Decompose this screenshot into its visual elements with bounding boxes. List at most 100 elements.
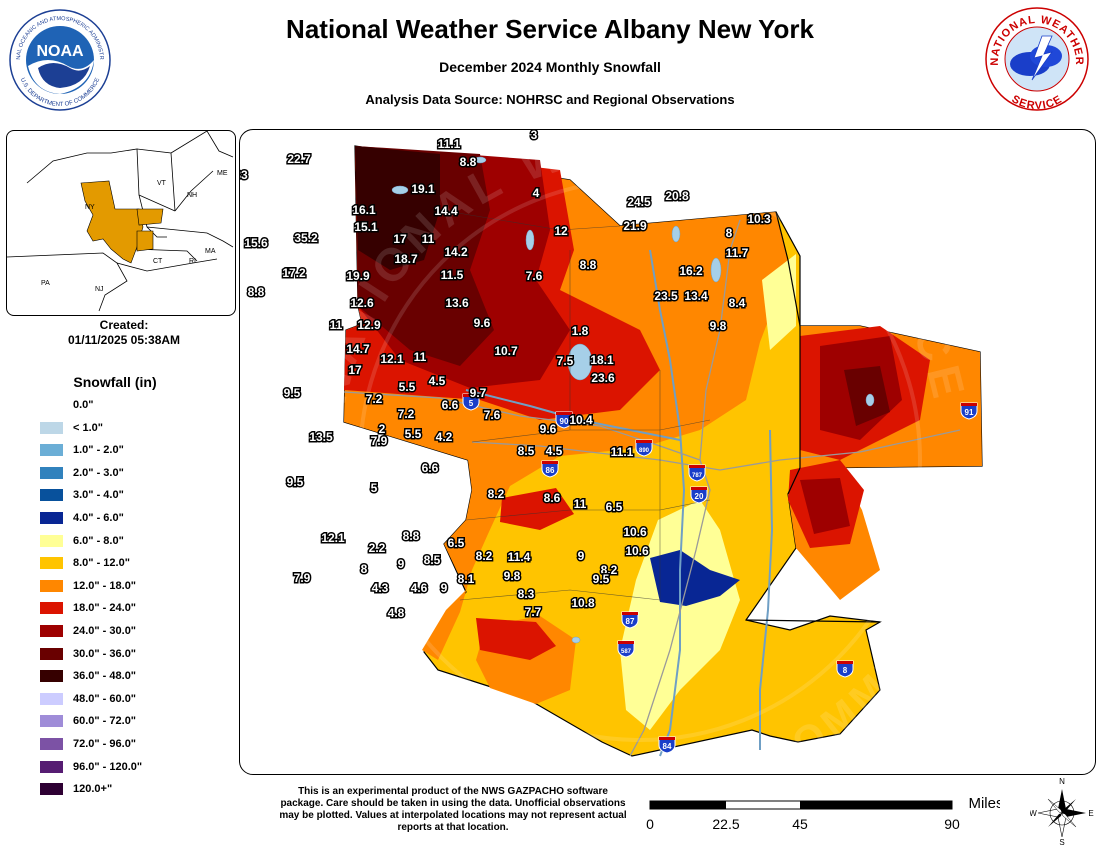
snowfall-observation-label: 21.9: [623, 219, 647, 233]
inset-locator-map: VT NH ME NY MA CT RI PA NJ: [6, 130, 236, 316]
snowfall-observation-label: 4.5: [546, 444, 563, 458]
snowfall-observation-label: 11.7: [726, 246, 749, 260]
interstate-shield-number: 84: [663, 742, 672, 751]
snowfall-observation-label: 8.5: [424, 553, 441, 567]
map-region-24-30-mid: [800, 478, 850, 534]
snowfall-observation-label: 6.5: [606, 500, 623, 514]
legend-swatch: [40, 760, 63, 773]
legend-swatch: [40, 466, 63, 479]
snowfall-observation-label: 24.5: [627, 195, 651, 209]
legend-label: 18.0" - 24.0": [73, 602, 137, 615]
snowfall-observation-label: 7.7: [525, 605, 542, 619]
snowfall-observation-label: 13.6: [445, 296, 469, 310]
snowfall-observation-label: 18.1: [590, 353, 614, 367]
snowfall-observation-label: 8.5: [518, 444, 535, 458]
snowfall-observation-label: 11: [574, 497, 587, 511]
map-region-18-24-sw: [476, 618, 556, 660]
legend-item: 48.0" - 60.0": [40, 690, 136, 708]
legend-label: 36.0" - 48.0": [73, 670, 137, 683]
legend-label: 2.0" - 3.0": [73, 466, 124, 479]
legend-label: 12.0" - 18.0": [73, 579, 137, 592]
snowfall-observation-label: 17: [348, 363, 362, 377]
snowfall-observation-label: 4: [533, 186, 540, 200]
map-title: National Weather Service Albany New York: [286, 14, 814, 44]
snowfall-observation-label: 12.9: [357, 318, 381, 332]
legend-item: 2.0" - 3.0": [40, 464, 124, 482]
scale-bar: 0 22.5 45 90 Miles: [646, 795, 1000, 832]
snowfall-observation-label: 14.7: [346, 342, 370, 356]
snowfall-observation-label: 9.5: [593, 572, 610, 586]
snowfall-observation-label: 12.1: [380, 352, 404, 366]
legend-item: 72.0" - 96.0": [40, 735, 136, 753]
snowfall-observation-label: 13.4: [684, 289, 708, 303]
snowfall-observation-label: 14.2: [444, 245, 468, 259]
map-region-36-48: [355, 146, 440, 270]
snowfall-observation-label: 8.2: [476, 549, 493, 563]
snowfall-observation-label: 8.6: [544, 491, 561, 505]
svg-text:SERVICE: SERVICE: [1010, 93, 1065, 112]
interstate-shield-icon: 90: [555, 411, 573, 429]
snowfall-observation-label: 23.5: [654, 289, 678, 303]
snowfall-observation-label: 2.2: [369, 541, 386, 555]
noaa-logo-text: NOAA: [36, 43, 84, 60]
legend-label: 96.0" - 120.0": [73, 760, 143, 773]
compass-w: W: [1030, 809, 1037, 818]
legend-swatch: [40, 647, 63, 660]
snowfall-observation-label: 9: [398, 557, 405, 571]
interstate-shield-icon: 20: [690, 486, 708, 504]
inset-label-ct: CT: [153, 258, 163, 265]
snowfall-observation-label: 9.7: [470, 386, 487, 400]
legend-item: 1.0" - 2.0": [40, 441, 124, 459]
snowfall-observation-label: 13.5: [309, 430, 333, 444]
interstate-shield-icon: 587: [617, 640, 635, 658]
legend-item: 96.0" - 120.0": [40, 758, 142, 776]
legend-label: 72.0" - 96.0": [73, 738, 137, 750]
interstate-shield-number: 890: [639, 448, 650, 454]
snowfall-observation-label: 7.2: [366, 392, 383, 406]
legend-item: 12.0" - 18.0": [40, 577, 136, 595]
interstate-shield-number: 91: [965, 408, 974, 417]
snowfall-observation-label: 8.8: [460, 155, 477, 169]
legend-label: 60.0" - 72.0": [73, 715, 137, 728]
legend-swatch: [40, 399, 63, 411]
legend-swatch: [40, 489, 63, 502]
snowfall-observation-label: 9.8: [710, 319, 727, 333]
snowfall-observation-label: 10.6: [623, 525, 647, 539]
legend-label: 8.0" - 12.0": [73, 557, 130, 570]
snowfall-observation-label: 11: [422, 232, 435, 246]
snowfall-observation-label: 7.5: [557, 354, 574, 368]
legend-label: 48.0" - 60.0": [73, 692, 137, 705]
map-region-4-6: [650, 550, 740, 606]
interstate-shield-icon: 5: [462, 393, 480, 411]
nws-ring-bottom-text: SERVICE: [1010, 93, 1064, 112]
snowfall-observation-label: 11: [330, 318, 343, 332]
snowfall-observation-label: 4.6: [411, 581, 428, 595]
snowfall-observation-label: 9: [578, 549, 585, 563]
scale-tick-45: 45: [792, 816, 808, 832]
inset-label-nh: NH: [187, 192, 197, 199]
snowfall-observation-label: 11: [414, 350, 427, 364]
interstate-shield-icon: 84: [658, 736, 676, 754]
legend-swatch: [40, 512, 63, 524]
snowfall-observation-label: 8: [361, 562, 368, 576]
legend-item: 24.0" - 30.0": [40, 622, 136, 640]
snowfall-observation-label: 14.4: [434, 204, 458, 218]
interstate-shield-number: 20: [695, 492, 704, 501]
legend-swatch: [40, 602, 63, 615]
legend-label: 1.0" - 2.0": [73, 444, 124, 457]
noaa-logo: NOAA NATIONAL OCEANIC AND ATMOSPHERIC AD…: [8, 8, 111, 111]
interstate-shield-icon: 8: [836, 660, 854, 678]
snowfall-observation-label: 8.3: [518, 587, 535, 601]
snowfall-observation-label: 16.2: [679, 264, 703, 278]
created-stamp: Created: 01/11/2025 05:38AM: [6, 318, 242, 348]
legend-label: 30.0" - 36.0": [73, 647, 137, 660]
snowfall-observation-label: 7.2: [398, 407, 415, 421]
snowfall-observation-label: 10.4: [569, 413, 593, 427]
legend-item: 3.0" - 4.0": [40, 486, 124, 504]
snowfall-observation-label: 8.4: [729, 296, 746, 310]
legend-item: 36.0" - 48.0": [40, 667, 136, 685]
interstate-shield-number: 5: [469, 399, 474, 408]
snowfall-observation-label: 19.1: [411, 182, 435, 196]
snowfall-observation-label: 12: [554, 224, 568, 238]
legend-swatch: [40, 692, 63, 705]
